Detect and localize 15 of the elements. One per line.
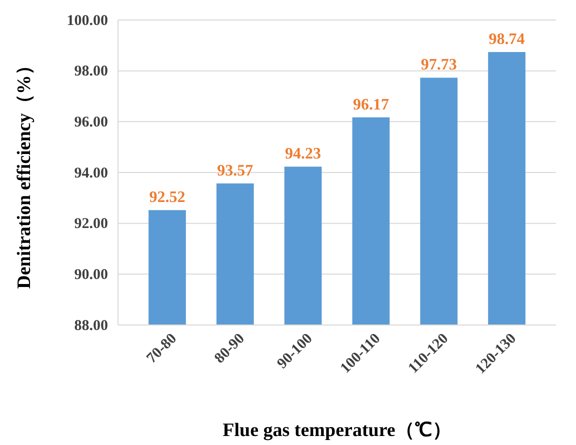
data-label: 94.23 <box>285 146 322 163</box>
x-axis-title: Flue gas temperature（℃） <box>222 420 452 441</box>
y-tick-label: 100.00 <box>66 12 108 29</box>
y-tick-label: 96.00 <box>74 114 108 130</box>
data-label: 92.52 <box>149 189 186 206</box>
y-tick-label: 98.00 <box>74 64 108 80</box>
y-tick-label: 92.00 <box>74 216 108 232</box>
data-label: 98.74 <box>488 31 525 48</box>
data-label: 93.57 <box>217 162 254 180</box>
data-label: 96.17 <box>352 96 389 114</box>
y-tick-label: 94.00 <box>74 165 108 182</box>
data-label: 97.73 <box>420 56 457 74</box>
y-axis-title: Denitration efficiency（%） <box>14 56 35 289</box>
y-tick-label: 88.00 <box>74 318 108 334</box>
y-tick-label: 90.00 <box>74 266 108 283</box>
